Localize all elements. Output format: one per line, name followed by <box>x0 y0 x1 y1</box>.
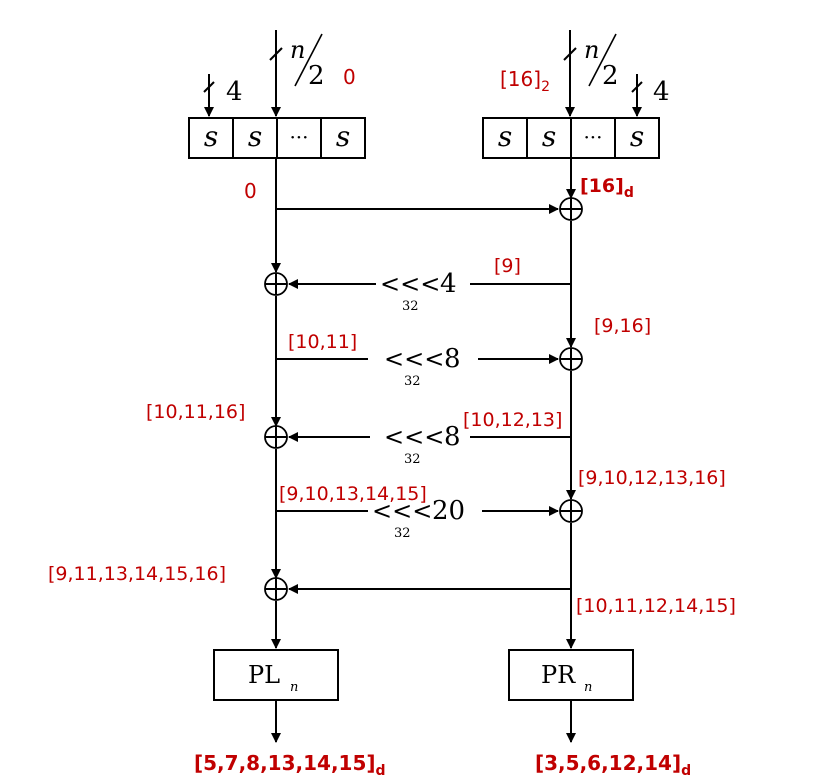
svg-text:32: 32 <box>404 452 421 467</box>
svg-text:2: 2 <box>308 61 325 91</box>
left-side-width: 4 <box>226 77 243 107</box>
sbox-cell: s <box>498 120 512 153</box>
sbox-ellipsis: ··· <box>289 125 308 149</box>
rotation-label-2: <<< 8 32 <box>384 344 461 389</box>
xor-right-3 <box>559 499 583 523</box>
label-a5: [10,12,13] <box>463 409 562 431</box>
svg-text:n: n <box>584 36 599 64</box>
xor-right-1 <box>559 197 583 221</box>
xor-right-2 <box>559 347 583 371</box>
label-a2: [9,16] <box>594 315 651 337</box>
svg-text:PR: PR <box>541 661 576 689</box>
xor-left-3 <box>264 577 288 601</box>
left-sbox-row: s s ··· s <box>188 117 366 159</box>
svg-text:4: 4 <box>440 269 457 299</box>
sbox-cell: s <box>248 120 262 153</box>
sbox-cell: s <box>336 120 350 153</box>
label-a6: [9,10,12,13,16] <box>578 467 726 489</box>
label-right-input: [16]2 <box>500 67 550 95</box>
svg-text:PL: PL <box>248 661 280 689</box>
sbox-ellipsis: ··· <box>583 125 602 149</box>
rotation-label-3: <<< 8 32 <box>384 422 461 467</box>
label-a4: [10,11,16] <box>146 401 245 423</box>
left-main-input <box>269 30 283 117</box>
svg-text:2: 2 <box>602 61 619 91</box>
right-side-input <box>631 74 643 117</box>
label-output-right: [3,5,6,12,14]d <box>535 751 691 779</box>
right-sbox-row: s s ··· s <box>482 117 660 159</box>
label-a3: [10,11] <box>288 331 357 353</box>
svg-text:<<<: <<< <box>384 423 444 451</box>
left-side-input <box>203 74 215 117</box>
label-a8: [9,11,13,14,15,16] <box>48 563 226 585</box>
right-main-input <box>563 30 577 117</box>
svg-text:<<<: <<< <box>380 270 440 298</box>
xor-left-2 <box>264 425 288 449</box>
rotation-label-4: <<< 20 32 <box>372 496 465 541</box>
left-width-fraction: n 2 <box>290 33 325 91</box>
right-side-width: 4 <box>653 77 670 107</box>
sbox-cell: s <box>630 120 644 153</box>
label-a7: [9,10,13,14,15] <box>279 483 427 505</box>
right-width-fraction: n 2 <box>584 33 619 91</box>
svg-text:32: 32 <box>402 299 419 314</box>
svg-text:20: 20 <box>432 496 465 526</box>
label-right-after-sbox: [16]d <box>580 175 634 201</box>
label-left-input: 0 <box>343 65 356 89</box>
label-output-left: [5,7,8,13,14,15]d <box>194 751 386 779</box>
xor-left-1 <box>264 272 288 296</box>
svg-text:<<<: <<< <box>384 345 444 373</box>
svg-text:8: 8 <box>444 344 461 374</box>
label-left-after-sbox: 0 <box>244 179 257 203</box>
sbox-cell: s <box>542 120 556 153</box>
svg-text:n: n <box>290 680 298 695</box>
svg-text:n: n <box>290 36 305 64</box>
label-a9: [10,11,12,14,15] <box>576 595 736 617</box>
label-a1: [9] <box>494 255 521 277</box>
svg-text:<<<: <<< <box>372 497 432 525</box>
svg-text:8: 8 <box>444 422 461 452</box>
output-box-left: PL n <box>213 649 339 701</box>
rotation-label-1: <<< 4 32 <box>380 269 457 314</box>
svg-text:n: n <box>584 680 592 695</box>
svg-text:32: 32 <box>404 374 421 389</box>
svg-text:32: 32 <box>394 526 411 541</box>
output-box-right: PR n <box>508 649 634 701</box>
sbox-cell: s <box>204 120 218 153</box>
